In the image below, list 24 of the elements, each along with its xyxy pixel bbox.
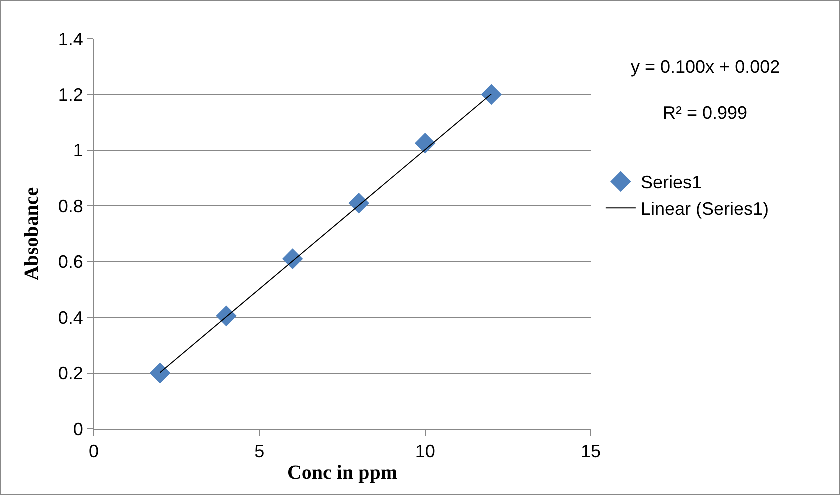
y-tick-label: 0.2 — [58, 364, 84, 384]
x-tick-label: 0 — [88, 442, 100, 462]
y-tick-label: 0.6 — [58, 252, 84, 272]
point — [216, 306, 237, 327]
x-tick-label: 10 — [415, 442, 436, 462]
y-tick-label: 0 — [73, 419, 84, 440]
y-axis-title: Absobance — [20, 187, 43, 281]
x-tick-label: 5 — [254, 442, 265, 462]
y-tick-label: 1.4 — [58, 29, 84, 50]
point — [348, 192, 370, 214]
point — [414, 133, 436, 154]
y-tick-label: 1 — [73, 140, 84, 161]
legend-label: Series1 — [640, 172, 702, 193]
text: R² = 0.999 — [663, 103, 748, 123]
legend-label: Linear (Series1) — [640, 199, 770, 220]
point — [481, 84, 502, 106]
point — [282, 248, 304, 270]
y-tick-label: 1.2 — [58, 85, 84, 106]
x-tick-label: 15 — [580, 442, 602, 462]
text: y = 0.100x + 0.002 — [631, 57, 780, 77]
y-tick-label: 0.4 — [58, 308, 84, 328]
point — [150, 362, 171, 384]
x-axis-title: Conc in ppm — [287, 462, 398, 484]
y-tick-label: 0.8 — [58, 196, 84, 216]
